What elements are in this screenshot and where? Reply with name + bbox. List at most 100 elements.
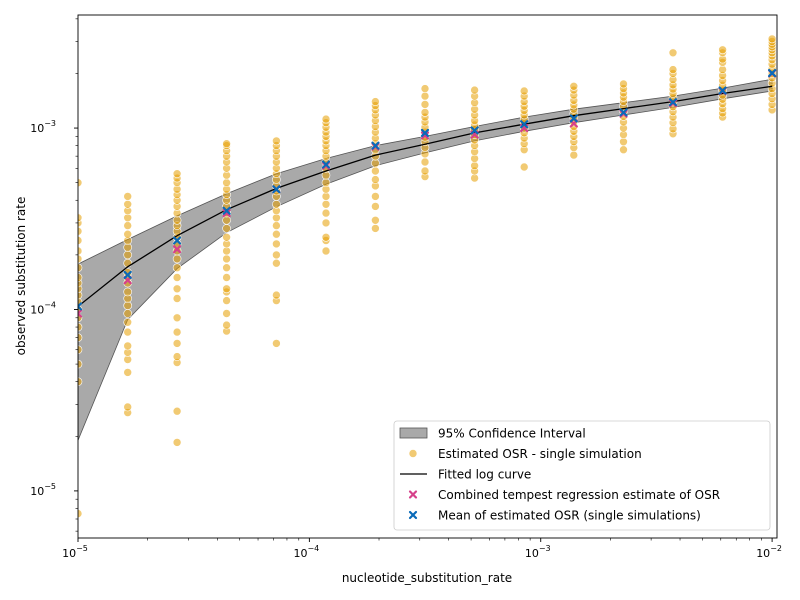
simulation-point xyxy=(619,79,628,89)
x-tick-label: 10−5 xyxy=(62,544,88,560)
simulation-point xyxy=(321,218,331,228)
simulation-point xyxy=(78,359,83,369)
simulation-point xyxy=(78,178,83,187)
simulation-point xyxy=(123,355,132,364)
legend-entry-combined: Combined tempest regression estimate of … xyxy=(408,488,720,502)
y-tick-label: 10−3 xyxy=(30,119,56,135)
simulation-point xyxy=(371,175,380,184)
simulation-point xyxy=(222,254,231,264)
simulation-point xyxy=(172,339,182,348)
simulation-point xyxy=(123,402,132,412)
simulation-point xyxy=(470,85,479,95)
simulation-point xyxy=(371,216,380,225)
simulation-point xyxy=(420,108,430,117)
mean-estimate-marker xyxy=(420,128,430,138)
simulation-point xyxy=(172,273,182,282)
x-tick-label-exponent: −5 xyxy=(76,544,88,553)
simulation-point xyxy=(172,216,182,225)
simulation-point xyxy=(222,263,231,273)
simulation-point xyxy=(569,82,579,91)
legend-point-swatch xyxy=(408,449,418,458)
combined-estimate-marker-stroke-b xyxy=(172,245,182,254)
simulation-point xyxy=(668,65,678,74)
legend-label: Estimated OSR - single simulation xyxy=(438,447,642,461)
simulation-point xyxy=(420,84,430,93)
simulation-point xyxy=(272,290,281,300)
mean-estimate-marker xyxy=(123,270,132,280)
x-tick-label-exponent: −4 xyxy=(307,544,319,553)
simulation-point xyxy=(420,166,430,176)
mean-estimate-marker-stroke-b xyxy=(123,270,132,280)
legend-entry-mean: Mean of estimated OSR (single simulation… xyxy=(408,509,701,523)
simulation-point xyxy=(78,273,83,282)
mean-estimate-marker-stroke-b xyxy=(520,120,529,129)
simulation-point xyxy=(222,139,231,148)
simulation-point xyxy=(222,320,231,330)
simulation-point xyxy=(222,309,231,318)
mean-estimate-marker xyxy=(272,185,281,194)
simulation-point xyxy=(470,161,479,170)
simulation-point xyxy=(172,169,182,178)
simulation-point xyxy=(172,284,182,294)
x-tick-label: 10−2 xyxy=(756,544,782,560)
combined-estimate-marker xyxy=(172,245,182,254)
plot-content xyxy=(78,34,777,518)
combined-estimate-marker-stroke-b xyxy=(78,309,83,316)
legend-combined-swatch xyxy=(408,490,418,499)
simulation-point xyxy=(272,250,281,260)
y-tick-label-base: 10 xyxy=(30,303,44,316)
legend-entry-points: Estimated OSR - single simulation xyxy=(408,447,642,461)
mean-estimate-marker xyxy=(619,108,628,117)
mean-estimate-marker xyxy=(520,120,529,129)
simulation-point xyxy=(272,221,281,230)
simulation-point xyxy=(123,327,132,337)
mean-estimate-marker-stroke-b xyxy=(78,302,83,308)
mean-estimate-marker-stroke-b xyxy=(569,114,578,123)
fitted-log-curve xyxy=(78,85,773,307)
simulation-point xyxy=(123,317,132,327)
mean-estimate-marker-stroke-b xyxy=(470,126,479,135)
simulation-point xyxy=(172,438,182,447)
simulation-point xyxy=(619,137,628,147)
simulation-point xyxy=(272,258,281,268)
legend-mean-swatch xyxy=(408,510,418,520)
simulation-point xyxy=(321,208,331,218)
simulation-point xyxy=(272,200,281,209)
mean-estimate-marker-stroke-b xyxy=(420,128,430,138)
simulation-point xyxy=(78,509,83,518)
simulation-point xyxy=(470,173,479,183)
legend-box xyxy=(393,420,771,531)
simulation-point xyxy=(619,145,628,154)
simulation-point xyxy=(222,246,231,256)
mean-estimate-marker xyxy=(222,206,231,215)
simulation-point xyxy=(371,192,380,201)
simulation-point xyxy=(78,246,83,256)
legend-label: Combined tempest regression estimate of … xyxy=(438,488,720,502)
simulation-point xyxy=(123,200,132,209)
mean-estimate-marker-stroke-b xyxy=(172,236,182,245)
mean-estimate-marker xyxy=(470,126,479,135)
simulation-point xyxy=(272,339,281,348)
simulation-point xyxy=(123,221,132,230)
simulation-point xyxy=(222,273,231,282)
plot-area xyxy=(78,34,777,518)
legend-label: Fitted log curve xyxy=(438,468,531,482)
mean-estimate-marker-stroke-b xyxy=(272,185,281,194)
y-tick-label: 10−4 xyxy=(30,300,56,316)
simulation-point xyxy=(371,202,380,211)
mean-estimate-marker xyxy=(767,68,777,78)
legend-ci-swatch xyxy=(399,427,428,439)
simulation-point xyxy=(371,97,380,106)
mean-estimate-marker-stroke-a xyxy=(78,304,83,311)
y-tick-label-exponent: −5 xyxy=(44,482,56,491)
mean-estimate-marker xyxy=(172,236,182,245)
mean-estimate-marker-stroke-b xyxy=(619,108,628,117)
x-axis-label: nucleotide_substitution_rate xyxy=(342,571,512,585)
combined-estimate-marker xyxy=(222,208,231,218)
plot-frame xyxy=(77,14,778,539)
simulation-point xyxy=(321,114,331,124)
mean-estimate-marker-stroke-b xyxy=(668,98,678,107)
mean-estimate-marker-stroke-b xyxy=(718,86,727,95)
y-axis-label: observed substitution rate xyxy=(14,197,28,356)
x-tick-label: 10−4 xyxy=(293,544,319,560)
